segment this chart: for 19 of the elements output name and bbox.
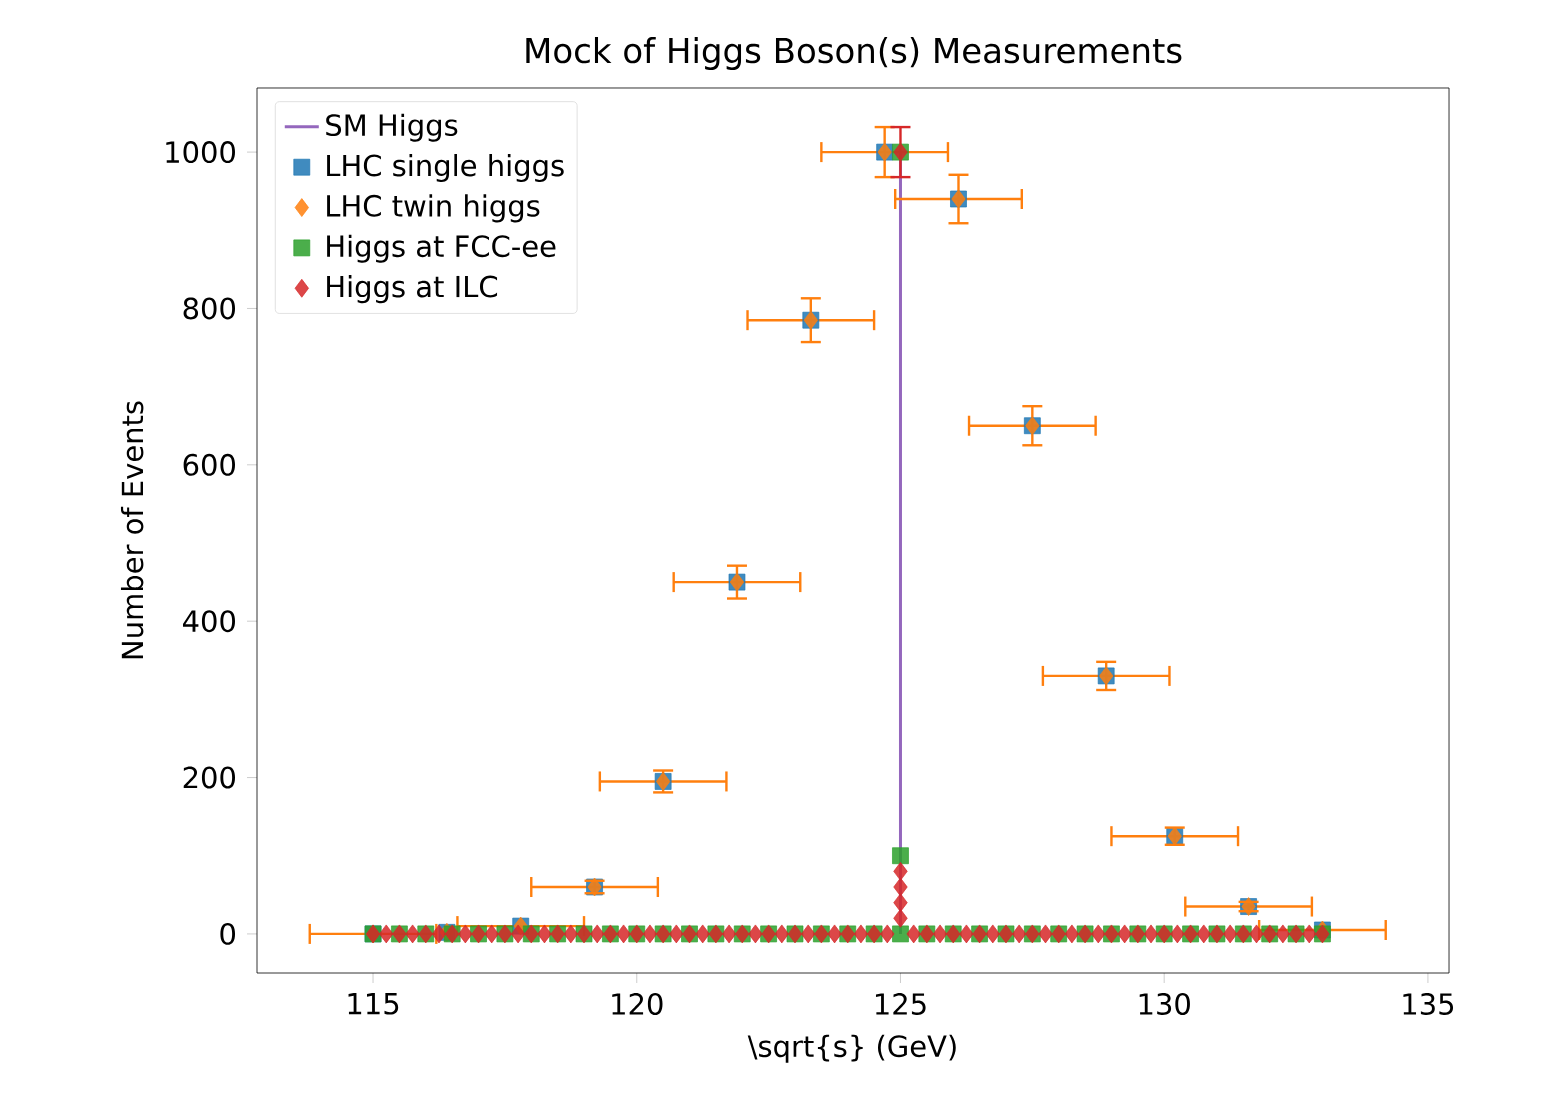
y-tick-label: 600 [183, 453, 236, 476]
x-tick-label: 135 [1403, 993, 1454, 1015]
x-tick-label: 120 [612, 993, 663, 1015]
y-tick-label: 1000 [166, 141, 235, 164]
legend-label: Higgs at ILC [327, 275, 498, 304]
x-tick-label: 130 [1139, 993, 1190, 1015]
x-tick-label: 125 [875, 993, 926, 1015]
y-tick-label: 400 [182, 610, 236, 633]
legend-label: LHC twin higgs [327, 194, 540, 223]
legend-label: SM Higgs [326, 113, 458, 142]
x-axis-title: \sqrt{s} (GeV) [747, 1034, 956, 1063]
y-tick-label: 800 [183, 297, 236, 320]
chart-title: Mock of Higgs Boson(s) Measurements [526, 37, 1182, 70]
legend-label: Higgs at FCC-ee [327, 234, 556, 263]
x-tick-label: 115 [348, 993, 399, 1015]
y-axis-title: Number of Events [120, 401, 144, 659]
y-tick-label: 0 [220, 922, 236, 945]
legend-label: LHC single higgs [327, 154, 564, 183]
y-tick-label: 200 [183, 766, 236, 789]
